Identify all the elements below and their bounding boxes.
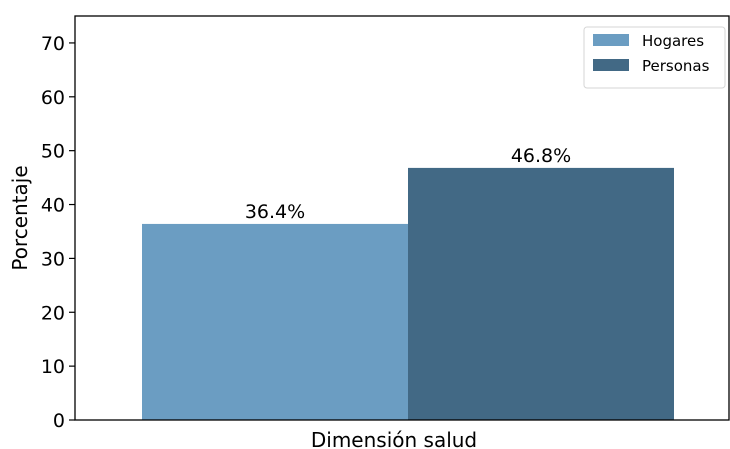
y-tick-label: 50 (41, 141, 65, 163)
bar-labels-group: 36.4% 46.8% (245, 145, 571, 223)
y-tick-label: 70 (41, 33, 65, 55)
y-tick-label: 40 (41, 195, 65, 217)
bar-value-label: 36.4% (245, 201, 305, 223)
legend-label: Hogares (642, 32, 704, 50)
bar-personas (408, 167, 674, 420)
legend-label: Personas (642, 57, 710, 75)
bar-hogares (142, 223, 408, 420)
x-axis-title: Dimensión salud (311, 428, 477, 449)
legend-swatch (593, 59, 629, 71)
y-tick-label: 60 (41, 87, 65, 109)
y-tick-label: 10 (41, 356, 65, 378)
bar-value-label: 46.8% (511, 145, 571, 167)
y-axis-title: Porcentaje (8, 165, 32, 270)
bars-group (142, 167, 674, 420)
y-tick-label: 30 (41, 248, 65, 270)
y-tick-label: 0 (53, 410, 65, 432)
legend-swatch (593, 34, 629, 46)
y-axis-ticks: 0 10 20 30 40 50 60 70 (41, 33, 75, 432)
legend: Hogares Personas (583, 26, 726, 89)
plot-frame (74, 15, 730, 421)
y-tick-label: 20 (41, 302, 65, 324)
